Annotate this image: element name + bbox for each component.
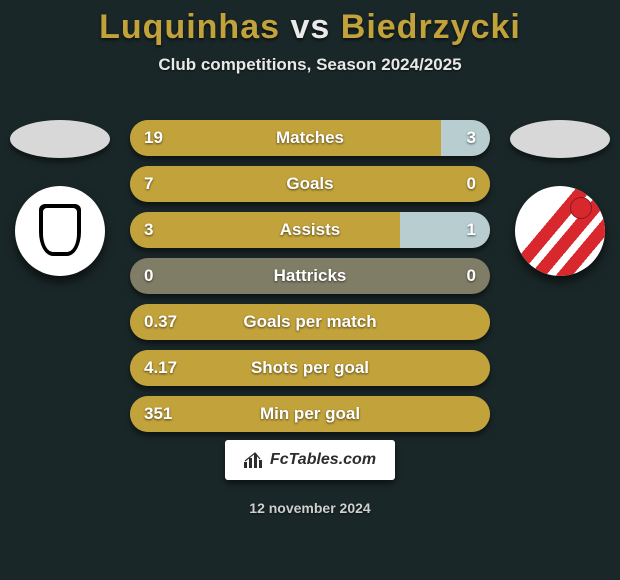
stat-row: Goals70 xyxy=(130,166,490,202)
stat-label: Hattricks xyxy=(130,258,490,294)
title-player1: Luquinhas xyxy=(99,8,280,46)
source-logo: FcTables.com xyxy=(225,440,395,480)
stat-row: Min per goal351 xyxy=(130,396,490,432)
source-logo-text: FcTables.com xyxy=(270,451,376,469)
team-badge-cracovia-icon xyxy=(515,186,605,276)
bar-chart-icon xyxy=(244,452,264,468)
stat-row: Goals per match0.37 xyxy=(130,304,490,340)
comparison-bars: Matches193 Goals70 Assists31 Hattricks0 0 Goa… xyxy=(130,120,490,442)
title-vs: vs xyxy=(290,8,330,46)
player2-avatar-placeholder xyxy=(510,120,610,158)
right-player-column xyxy=(510,120,610,276)
stat-value-right: 0 xyxy=(467,258,476,294)
stat-value-left: 0 xyxy=(144,258,153,294)
page-title: Luquinhas vs Biedrzycki xyxy=(0,0,620,47)
stat-row: Hattricks0 0 xyxy=(130,258,490,294)
title-player2: Biedrzycki xyxy=(341,8,521,46)
stat-bar-left xyxy=(130,304,490,340)
stat-bar-right xyxy=(400,212,490,248)
player1-avatar-placeholder xyxy=(10,120,110,158)
left-player-column xyxy=(10,120,110,276)
stat-row: Matches193 xyxy=(130,120,490,156)
stat-bar-right xyxy=(441,120,490,156)
stat-bar-left xyxy=(130,120,441,156)
stat-bar-left xyxy=(130,212,400,248)
stat-bar-left xyxy=(130,166,490,202)
team-badge-legia-icon xyxy=(15,186,105,276)
stat-row: Assists31 xyxy=(130,212,490,248)
stat-row: Shots per goal4.17 xyxy=(130,350,490,386)
subtitle: Club competitions, Season 2024/2025 xyxy=(0,55,620,75)
stat-bar-left xyxy=(130,396,490,432)
stat-bar-left xyxy=(130,350,490,386)
generated-date: 12 november 2024 xyxy=(0,500,620,516)
